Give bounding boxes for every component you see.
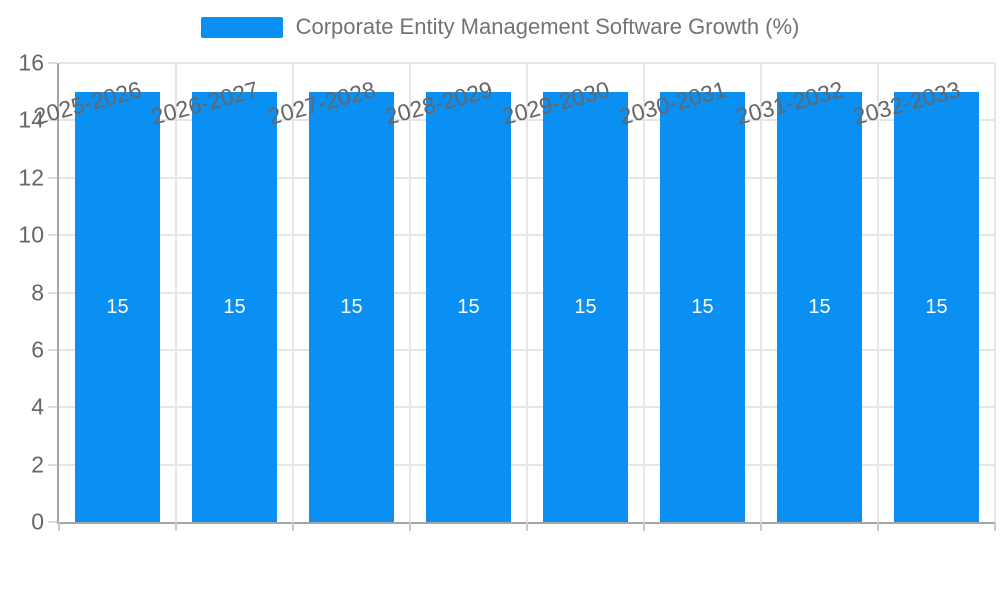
y-axis-tick	[48, 176, 57, 179]
y-tick-label: 10	[18, 221, 44, 248]
legend: Corporate Entity Management Software Gro…	[0, 14, 1000, 40]
bar-value-label: 15	[808, 295, 831, 318]
y-axis-tick	[48, 348, 57, 351]
y-tick-label: 0	[31, 508, 44, 535]
bar: 15	[660, 91, 745, 522]
x-axis-tick	[994, 522, 996, 531]
gridline-vertical	[409, 63, 411, 522]
x-axis-tick	[877, 522, 879, 531]
bar-value-label: 15	[457, 295, 480, 318]
x-axis-tick	[526, 522, 528, 531]
x-axis-tick	[175, 522, 177, 531]
bar-value-label: 15	[106, 295, 129, 318]
bar-slot: 15	[410, 63, 527, 522]
bar-slot: 15	[527, 63, 644, 522]
legend-label: Corporate Entity Management Software Gro…	[295, 14, 800, 39]
y-tick-label: 8	[31, 279, 44, 305]
bar: 15	[192, 91, 277, 522]
gridline-vertical	[526, 63, 528, 522]
gridline-vertical	[292, 63, 294, 522]
bar: 15	[309, 91, 394, 522]
bar: 15	[426, 91, 511, 522]
plot-area: 0 2 4 6 8 10 12 14 16 15 2025-2026 15 2026-2027 15 202…	[18, 51, 996, 533]
bar-value-label: 15	[691, 295, 714, 318]
bar-value-label: 15	[223, 295, 246, 318]
gridline-vertical	[760, 63, 762, 522]
x-axis-tick	[58, 522, 60, 531]
legend-item[interactable]: Corporate Entity Management Software Gro…	[200, 14, 800, 40]
x-axis-tick	[409, 522, 411, 531]
y-tick-label: 12	[18, 164, 44, 191]
bar: 15	[543, 91, 628, 522]
y-tick-label: 6	[31, 336, 44, 363]
gridline-vertical	[643, 63, 645, 522]
bar-value-label: 15	[574, 295, 597, 318]
bar-slot: 15	[878, 63, 995, 522]
bar-slot: 15	[176, 63, 293, 522]
y-axis-tick	[48, 521, 57, 523]
bar-slot: 15	[293, 63, 410, 522]
bar-slot: 15	[761, 63, 878, 522]
bar-slot: 15	[644, 63, 761, 522]
y-axis-tick	[48, 119, 57, 122]
bar: 15	[75, 91, 160, 522]
y-tick-label: 2	[31, 451, 44, 478]
bar-value-label: 15	[925, 295, 948, 318]
y-axis-tick	[48, 234, 57, 237]
bar: 15	[894, 91, 979, 522]
bar-value-label: 15	[340, 295, 363, 318]
x-axis-tick	[760, 522, 762, 531]
y-axis-tick	[48, 62, 57, 64]
y-tick-label: 16	[18, 49, 44, 76]
gridline-vertical	[877, 63, 879, 522]
legend-color-marker	[200, 16, 283, 38]
gridline-vertical	[994, 63, 996, 522]
y-axis-tick	[48, 291, 57, 294]
x-axis-tick	[292, 522, 294, 531]
gridline-vertical	[175, 63, 177, 522]
y-axis-tick	[48, 463, 57, 466]
bar: 15	[777, 91, 862, 522]
x-axis-tick	[643, 522, 645, 531]
y-axis-tick	[48, 406, 57, 409]
bar-slot: 15	[59, 63, 176, 522]
y-tick-label: 14	[18, 106, 44, 133]
y-tick-label: 4	[31, 393, 44, 420]
